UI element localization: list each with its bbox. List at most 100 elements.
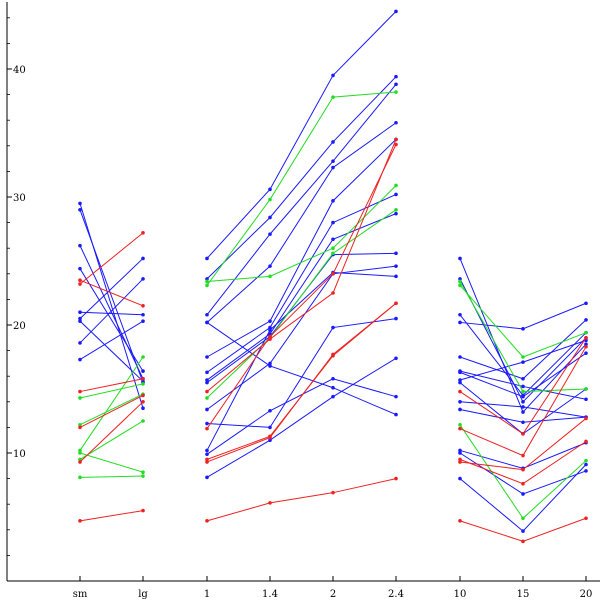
- series-line: [206, 185, 397, 282]
- data-point: [584, 336, 588, 340]
- data-point: [394, 142, 398, 147]
- series-line: [206, 193, 397, 373]
- series-line: [206, 318, 397, 428]
- x-tick-label: 15: [517, 589, 530, 600]
- series-line: [206, 91, 397, 286]
- data-point: [394, 90, 398, 94]
- data-point: [331, 246, 335, 250]
- data-point: [141, 256, 145, 261]
- data-point: [331, 490, 335, 495]
- data-point: [205, 389, 209, 394]
- data-point: [584, 330, 588, 335]
- series-blue-13: [205, 316, 588, 430]
- data-point: [394, 316, 398, 321]
- series-line: [79, 232, 144, 285]
- data-point: [268, 232, 272, 236]
- data-point: [521, 405, 525, 409]
- series-line: [79, 394, 144, 428]
- data-point: [458, 476, 462, 481]
- x-tick-label: 1.4: [262, 589, 278, 600]
- series-blue-11: [205, 376, 588, 533]
- data-point: [331, 385, 335, 390]
- data-point: [521, 420, 525, 425]
- data-point: [205, 283, 209, 288]
- series-line: [79, 203, 144, 409]
- data-point: [205, 320, 209, 325]
- data-point: [78, 519, 82, 523]
- series-line: [206, 84, 397, 316]
- data-point: [458, 451, 462, 455]
- data-point: [394, 211, 398, 216]
- data-point: [458, 448, 462, 453]
- data-point: [205, 277, 209, 281]
- data-point: [394, 120, 398, 125]
- data-point: [331, 272, 335, 276]
- data-point: [394, 192, 398, 197]
- data-point: [141, 277, 145, 281]
- data-point: [521, 394, 525, 399]
- data-point: [394, 137, 398, 142]
- data-point: [458, 312, 462, 317]
- data-point: [141, 369, 145, 373]
- data-point: [141, 319, 145, 323]
- series-line: [206, 378, 397, 455]
- series-line: [79, 452, 144, 473]
- data-point: [584, 387, 588, 391]
- series-blue-5: [78, 192, 588, 399]
- data-point: [394, 9, 398, 14]
- series-line: [79, 279, 144, 307]
- series-red-20: [78, 142, 588, 458]
- series-line: [206, 11, 397, 259]
- series-line: [206, 302, 397, 460]
- data-point: [458, 400, 462, 404]
- data-point: [458, 423, 462, 427]
- data-point: [78, 451, 82, 455]
- data-point: [521, 355, 525, 359]
- data-point: [78, 208, 82, 212]
- data-point: [584, 351, 588, 355]
- data-point: [141, 231, 145, 235]
- data-point: [331, 159, 335, 163]
- series-line: [206, 209, 397, 399]
- data-point: [141, 400, 145, 404]
- data-point: [78, 319, 82, 323]
- data-point: [331, 353, 335, 358]
- data-point: [394, 394, 398, 399]
- data-point: [584, 318, 588, 322]
- data-point: [331, 73, 335, 78]
- data-point: [78, 243, 82, 248]
- series-line: [459, 418, 587, 471]
- data-point: [331, 237, 335, 242]
- series-line: [206, 144, 397, 429]
- data-point: [331, 325, 335, 330]
- series-blue-10: [205, 270, 588, 496]
- data-point: [521, 453, 525, 458]
- data-point: [458, 355, 462, 359]
- data-point: [521, 539, 525, 544]
- data-point: [331, 220, 335, 225]
- series-line: [79, 320, 144, 382]
- data-point: [205, 519, 209, 523]
- axes: [6, 2, 600, 582]
- data-point: [268, 337, 272, 341]
- data-point: [78, 282, 82, 286]
- series-red-24: [78, 400, 145, 464]
- data-point: [205, 457, 209, 462]
- series-green-14: [78, 90, 588, 453]
- data-point: [521, 327, 525, 331]
- data-point: [521, 432, 525, 436]
- data-point: [205, 279, 209, 284]
- series-green-17: [78, 419, 145, 462]
- data-point: [521, 376, 525, 381]
- series-line: [206, 272, 397, 451]
- data-point: [458, 256, 462, 261]
- data-point: [394, 264, 398, 268]
- data-point: [521, 384, 525, 389]
- series-line: [79, 311, 144, 316]
- data-point: [458, 279, 462, 284]
- data-point: [78, 448, 82, 453]
- data-point: [584, 469, 588, 473]
- series-layer: [78, 9, 588, 544]
- series-line: [206, 357, 397, 478]
